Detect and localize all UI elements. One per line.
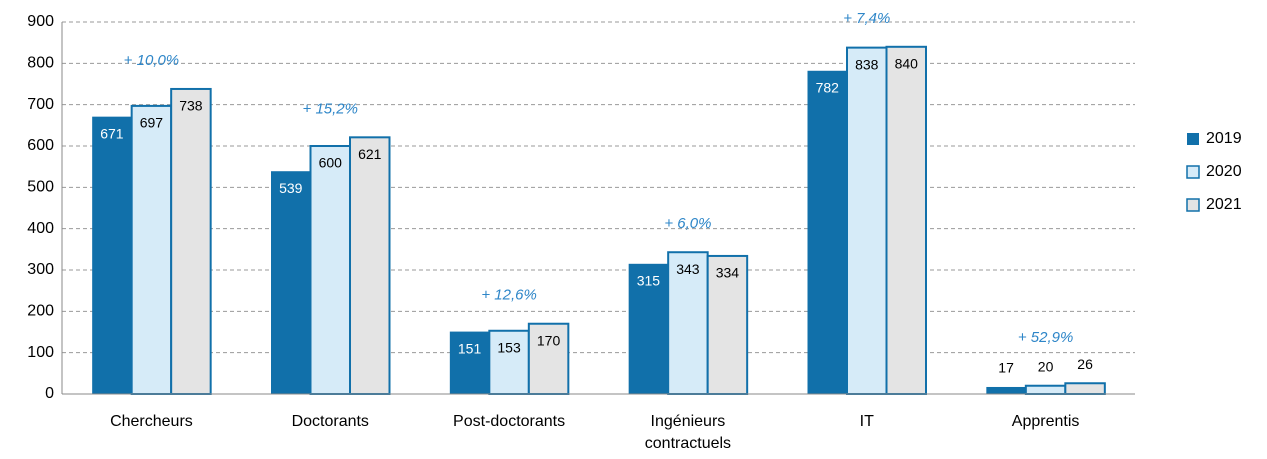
annotation: + 6,0% — [664, 215, 711, 232]
bar — [846, 46, 888, 395]
annotation: + 52,9% — [1018, 329, 1073, 346]
bar — [1064, 382, 1106, 395]
y-tick-label: 600 — [27, 137, 54, 154]
value-label: 315 — [637, 273, 661, 289]
bar — [1024, 384, 1067, 396]
y-tick-label: 900 — [27, 13, 54, 30]
value-label: 539 — [279, 180, 303, 196]
legend-swatch — [1187, 133, 1199, 145]
value-label: 26 — [1077, 356, 1093, 372]
bar — [349, 136, 391, 395]
bar — [309, 145, 351, 395]
bar — [271, 171, 311, 394]
bar — [628, 263, 669, 394]
bar — [449, 331, 490, 394]
value-label: 838 — [855, 56, 879, 72]
bar — [527, 322, 570, 396]
legend-swatch — [1186, 198, 1200, 212]
value-label: 153 — [497, 339, 521, 355]
legend-label: 2020 — [1206, 163, 1242, 180]
value-label: 17 — [998, 360, 1014, 376]
y-tick-label: 800 — [27, 55, 54, 72]
legend-label: 2019 — [1206, 130, 1242, 147]
bar — [92, 116, 132, 395]
x-tick-label: Ingénieurs contractuels — [645, 413, 731, 452]
value-label: 600 — [319, 155, 343, 171]
x-tick-label: Chercheurs — [110, 413, 193, 430]
annotation: + 10,0% — [124, 52, 179, 69]
y-tick-label: 200 — [27, 303, 54, 320]
x-tick-label: Doctorants — [292, 413, 369, 430]
bar — [706, 254, 749, 395]
value-label: 334 — [716, 265, 740, 281]
y-tick-label: 500 — [27, 179, 54, 196]
legend-label: 2021 — [1206, 196, 1242, 213]
value-label: 840 — [895, 56, 919, 72]
legend-swatch — [1186, 165, 1200, 179]
value-label: 697 — [140, 115, 164, 131]
bar — [170, 87, 212, 396]
value-label: 738 — [179, 98, 203, 114]
value-label: 621 — [358, 146, 382, 162]
bar — [130, 104, 173, 395]
value-label: 782 — [816, 79, 840, 95]
x-tick-label: IT — [860, 413, 874, 430]
value-label: 20 — [1038, 358, 1054, 374]
annotation: + 12,6% — [481, 287, 536, 304]
y-tick-label: 700 — [27, 96, 54, 113]
x-tick-label: Post-doctorants — [453, 413, 565, 430]
value-label: 170 — [537, 332, 561, 348]
bar — [986, 386, 1026, 394]
bar — [807, 70, 847, 395]
y-tick-label: 100 — [27, 344, 54, 361]
annotation: + 15,2% — [303, 100, 358, 117]
value-label: 671 — [100, 125, 124, 141]
y-tick-label: 400 — [27, 220, 54, 237]
value-label: 343 — [676, 261, 700, 277]
bar — [885, 45, 927, 396]
annotation: + 7,4% — [843, 10, 890, 27]
y-tick-label: 300 — [27, 261, 54, 278]
value-label: 151 — [458, 340, 482, 356]
x-tick-label: Apprentis — [1012, 413, 1080, 430]
y-tick-label: 0 — [45, 385, 54, 402]
